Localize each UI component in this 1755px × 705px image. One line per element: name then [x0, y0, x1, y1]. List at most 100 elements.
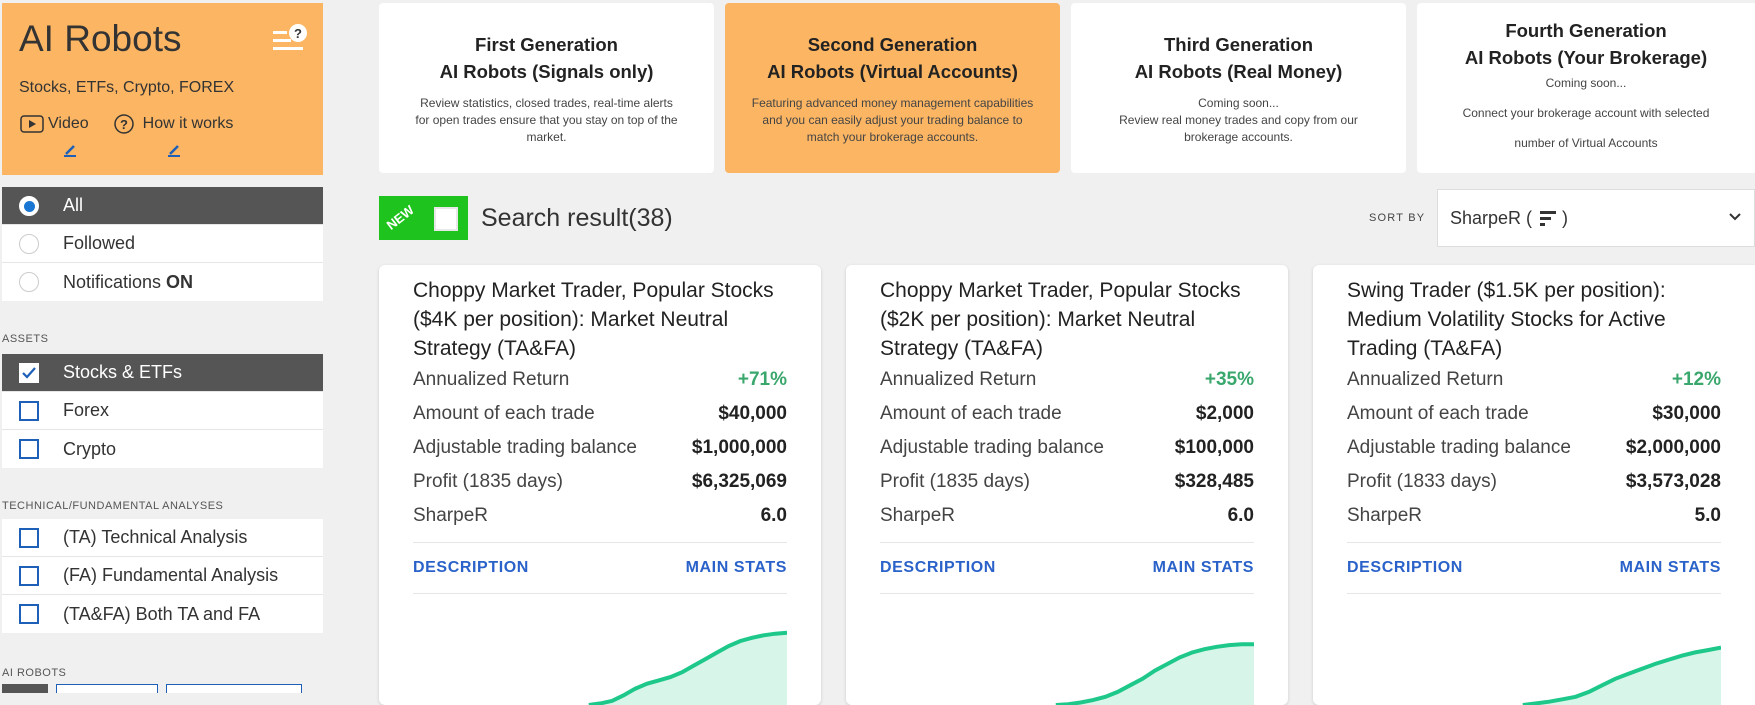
- chevron-down-icon: [1729, 213, 1741, 221]
- equity-curve-area: [1522, 647, 1721, 705]
- analyses-heading: TECHNICAL/FUNDAMENTAL ANALYSES: [2, 500, 224, 512]
- gen-third-desc: Review real money trades and copy from o…: [1119, 113, 1358, 144]
- ai-robots-tab-3[interactable]: [166, 684, 302, 693]
- brand-panel: AI Robots Stocks, ETFs, Crypto, FOREX ? …: [2, 3, 323, 175]
- asset-forex-label: Forex: [63, 400, 110, 420]
- description-link[interactable]: DESCRIPTION: [1347, 559, 1463, 576]
- stat-label: Amount of each trade: [413, 403, 595, 424]
- stat-trading-balance: Adjustable trading balance $1,000,000: [413, 431, 787, 465]
- card-actions: DESCRIPTION MAIN STATS: [413, 543, 787, 593]
- app-subtitle: Stocks, ETFs, Crypto, FOREX: [19, 79, 235, 96]
- svg-text:?: ?: [294, 26, 302, 41]
- checkbox-ta[interactable]: [19, 527, 39, 548]
- gen-card-second[interactable]: Second Generation AI Robots (Virtual Acc…: [725, 3, 1060, 173]
- filter-all[interactable]: All: [2, 187, 323, 225]
- app-title: AI Robots: [19, 18, 182, 59]
- analysis-fa-label: (FA) Fundamental Analysis: [63, 565, 279, 585]
- gen-card-third[interactable]: Third Generation AI Robots (Real Money) …: [1071, 3, 1406, 173]
- new-filter-toggle[interactable]: NEW: [379, 196, 468, 240]
- stat-value: +71%: [737, 369, 787, 390]
- description-link[interactable]: DESCRIPTION: [880, 559, 996, 576]
- divider: [413, 542, 787, 543]
- ai-robots-tab-2[interactable]: [56, 684, 158, 693]
- robot-card-title[interactable]: Swing Trader ($1.5K per position): Mediu…: [1347, 279, 1666, 360]
- gen-fourth-line2: AI Robots (Your Brokerage): [1464, 47, 1708, 68]
- gen-fourth-desc1: Connect your brokerage account with sele…: [1462, 106, 1710, 120]
- gen-third-coming: Coming soon...: [1198, 96, 1279, 110]
- video-icon: [20, 115, 44, 133]
- how-it-works-label: How it works: [142, 115, 234, 132]
- stat-value: $1,000,000: [691, 437, 787, 458]
- stat-value: 5.0: [1694, 505, 1721, 526]
- stat-annualized-return: Annualized Return +12%: [1347, 363, 1721, 397]
- filter-followed-label: Followed: [63, 233, 136, 253]
- gen-card-first[interactable]: First Generation AI Robots (Signals only…: [379, 3, 714, 173]
- sort-close-paren: ): [1562, 207, 1569, 228]
- divider: [1347, 593, 1721, 594]
- main-stats-link[interactable]: MAIN STATS: [1152, 559, 1254, 576]
- analysis-fa[interactable]: (FA) Fundamental Analysis: [2, 557, 323, 595]
- filter-all-label: All: [63, 195, 84, 215]
- gen-second-line1: Second Generation: [807, 34, 978, 55]
- stat-value: $2,000: [1195, 403, 1254, 424]
- gen-first-desc: Review statistics, closed trades, real-t…: [415, 96, 678, 144]
- asset-stocks-etfs[interactable]: Stocks & ETFs: [2, 354, 323, 392]
- video-label: Video: [48, 115, 89, 132]
- svg-text:?: ?: [120, 117, 128, 132]
- gen-fourth-line1: Fourth Generation: [1505, 20, 1667, 41]
- stat-value: +35%: [1204, 369, 1254, 390]
- equity-curve-chart: [1522, 645, 1721, 705]
- checkbox-forex[interactable]: [19, 400, 39, 421]
- card-actions: DESCRIPTION MAIN STATS: [880, 543, 1254, 593]
- stat-value: $40,000: [718, 403, 787, 424]
- robot-card-title[interactable]: Choppy Market Trader, Popular Stocks ($4…: [413, 279, 774, 360]
- divider: [880, 542, 1254, 543]
- checkbox-ta-fa[interactable]: [19, 604, 39, 624]
- stat-annualized-return: Annualized Return +71%: [413, 363, 787, 397]
- radio-followed[interactable]: [19, 233, 39, 254]
- stat-value: 6.0: [760, 505, 787, 526]
- edit-pencil-icon: [64, 145, 76, 157]
- video-link[interactable]: Video: [20, 113, 89, 157]
- search-result-count: Search result(38): [481, 204, 673, 232]
- ai-robots-tab-1[interactable]: [2, 684, 48, 693]
- checkbox-stocks-etfs[interactable]: [19, 362, 39, 383]
- robot-card[interactable]: Choppy Market Trader, Popular Stocks ($2…: [846, 265, 1288, 705]
- menu-help-icon[interactable]: ?: [273, 23, 309, 55]
- stat-profit: Profit (1835 days) $6,325,069: [413, 465, 787, 499]
- stat-label: Amount of each trade: [880, 403, 1062, 424]
- description-link[interactable]: DESCRIPTION: [413, 559, 529, 576]
- analysis-ta-fa[interactable]: (TA&FA) Both TA and FA: [2, 595, 323, 633]
- radio-notifications[interactable]: [19, 272, 39, 292]
- view-filter-group: All Followed Notifications ON: [2, 187, 323, 301]
- robot-card-title[interactable]: Choppy Market Trader, Popular Stocks ($2…: [880, 279, 1241, 360]
- sort-select[interactable]: SharpeR ( ): [1437, 189, 1755, 247]
- stat-label: Profit (1835 days): [413, 471, 563, 492]
- stat-amount-each-trade: Amount of each trade $2,000: [880, 397, 1254, 431]
- asset-crypto[interactable]: Crypto: [2, 430, 323, 468]
- sort-by-label: SORT BY: [1369, 212, 1426, 224]
- stat-label: Annualized Return: [413, 369, 570, 390]
- stat-label: Adjustable trading balance: [413, 437, 637, 458]
- how-it-works-link[interactable]: ? How it works: [113, 113, 234, 157]
- analysis-ta[interactable]: (TA) Technical Analysis: [2, 519, 323, 557]
- checkbox-crypto[interactable]: [19, 439, 39, 459]
- stat-label: Amount of each trade: [1347, 403, 1529, 424]
- filter-followed[interactable]: Followed: [2, 225, 323, 263]
- checkbox-fa[interactable]: [19, 565, 39, 586]
- gen-card-fourth[interactable]: Fourth Generation AI Robots (Your Broker…: [1417, 3, 1755, 173]
- main-stats-link[interactable]: MAIN STATS: [685, 559, 787, 576]
- stat-sharper: SharpeR 5.0: [1347, 499, 1721, 533]
- new-checkbox[interactable]: [434, 207, 458, 231]
- stat-value: +12%: [1671, 369, 1721, 390]
- main-stats-link[interactable]: MAIN STATS: [1619, 559, 1721, 576]
- equity-curve-chart: [588, 630, 787, 705]
- robot-card[interactable]: Swing Trader ($1.5K per position): Mediu…: [1313, 265, 1755, 705]
- stat-label: Annualized Return: [1347, 369, 1504, 390]
- asset-forex[interactable]: Forex: [2, 392, 323, 430]
- radio-all[interactable]: [19, 195, 39, 216]
- robot-card[interactable]: Choppy Market Trader, Popular Stocks ($4…: [379, 265, 821, 705]
- divider: [1347, 542, 1721, 543]
- filter-notifications[interactable]: Notifications ON: [2, 263, 323, 301]
- gen-second-desc: Featuring advanced money management capa…: [751, 96, 1034, 144]
